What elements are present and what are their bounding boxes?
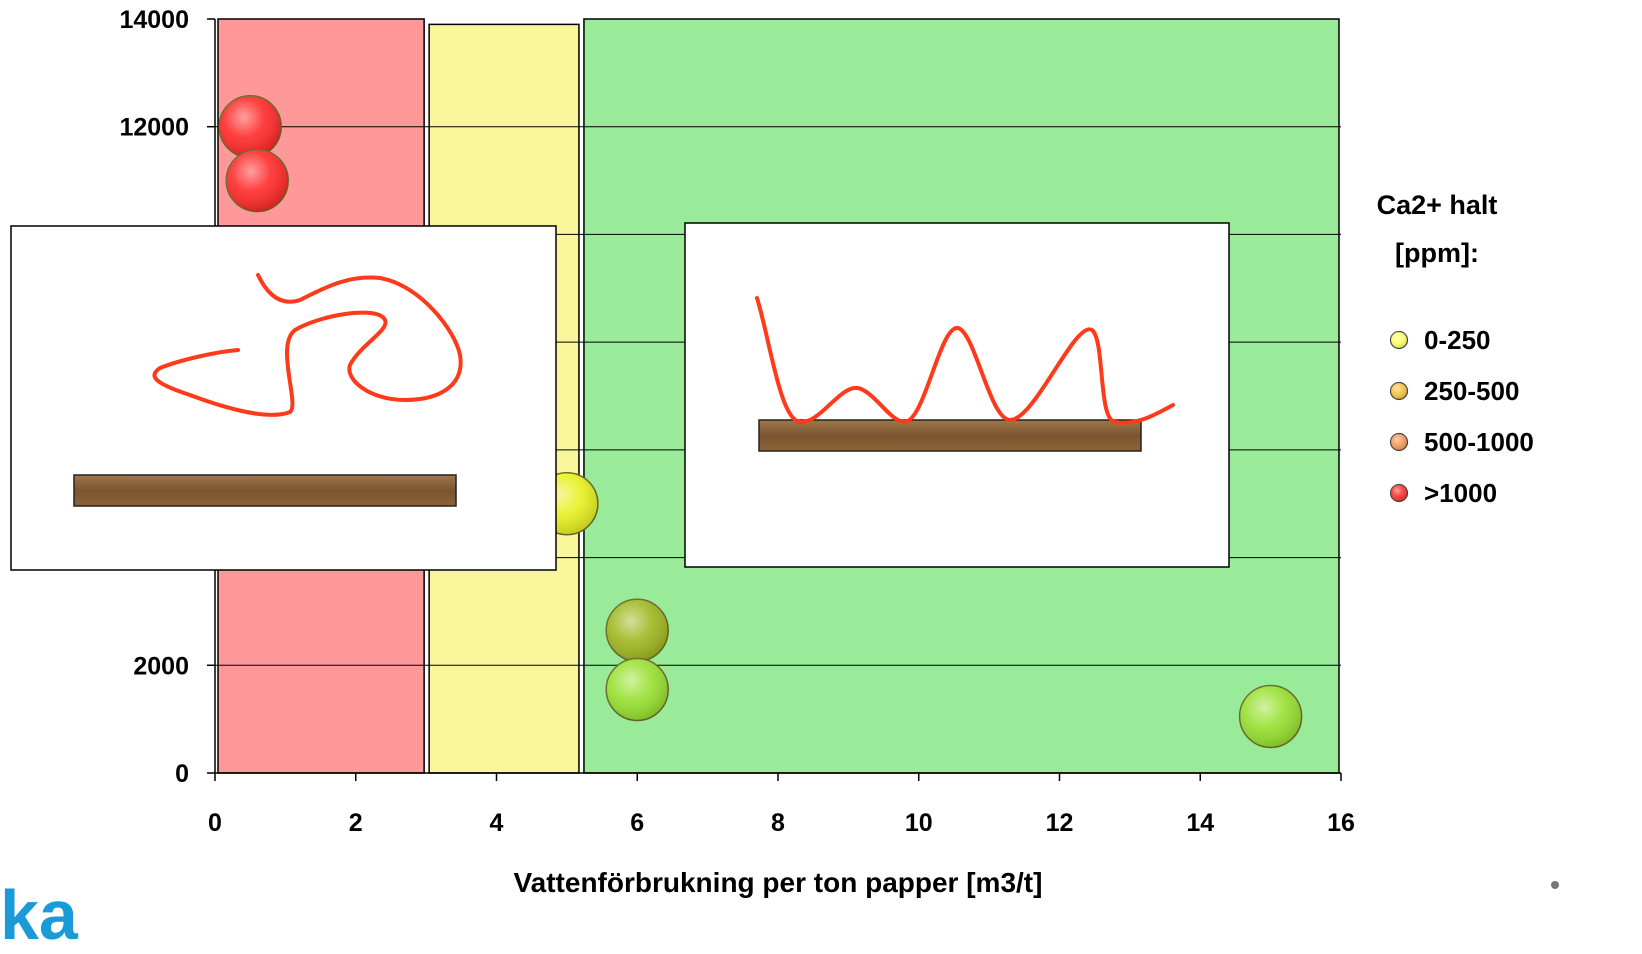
x-tick-label: 12 (1046, 809, 1074, 837)
x-tick-label: 2 (349, 809, 363, 837)
legend-entry: 250-500 (1389, 376, 1519, 406)
x-tick-label: 10 (905, 809, 933, 837)
coiled-polymer-icon (152, 273, 463, 417)
x-tick-label: 8 (771, 809, 785, 837)
logo-fragment: ka (0, 876, 78, 954)
corner-mark-icon (1551, 881, 1559, 889)
fiber-surface-icon (73, 474, 457, 507)
x-tick-label: 6 (630, 809, 644, 837)
data-point (605, 598, 669, 663)
legend-entry: >1000 (1389, 478, 1497, 508)
x-tick-label: 16 (1327, 809, 1355, 837)
legend-label: 500-1000 (1424, 427, 1534, 457)
legend-label: 250-500 (1424, 376, 1519, 406)
y-tick-label: 0 (175, 760, 189, 788)
data-point (218, 94, 282, 159)
data-point (605, 657, 669, 722)
data-point (225, 148, 289, 213)
data-point (1238, 684, 1303, 749)
left-inset-illustration (10, 225, 557, 571)
extended-polymer-icon (755, 296, 1175, 425)
fiber-surface-icon (758, 419, 1142, 452)
right-inset-illustration (684, 222, 1230, 568)
y-tick-label: 14000 (119, 6, 189, 34)
x-tick-label: 0 (208, 809, 222, 837)
legend-label: >1000 (1424, 478, 1497, 508)
legend: Ca2+ halt [ppm]: 0-250 250-500 500-1000 >10… (1377, 190, 1534, 508)
legend-label: 0-250 (1424, 325, 1491, 355)
legend-title-line1: Ca2+ halt (1377, 190, 1498, 220)
data-points (218, 94, 1303, 749)
y-tick-label: 2000 (133, 652, 189, 680)
y-tick-label: 12000 (119, 114, 189, 142)
legend-title-line2: [ppm]: (1395, 238, 1479, 268)
legend-entry: 500-1000 (1389, 427, 1534, 457)
x-tick-label: 14 (1186, 809, 1214, 837)
x-axis-title: Vattenförbrukning per ton papper [m3/t] (514, 867, 1043, 898)
legend-entry: 0-250 (1389, 325, 1491, 355)
x-tick-label: 4 (490, 809, 504, 837)
